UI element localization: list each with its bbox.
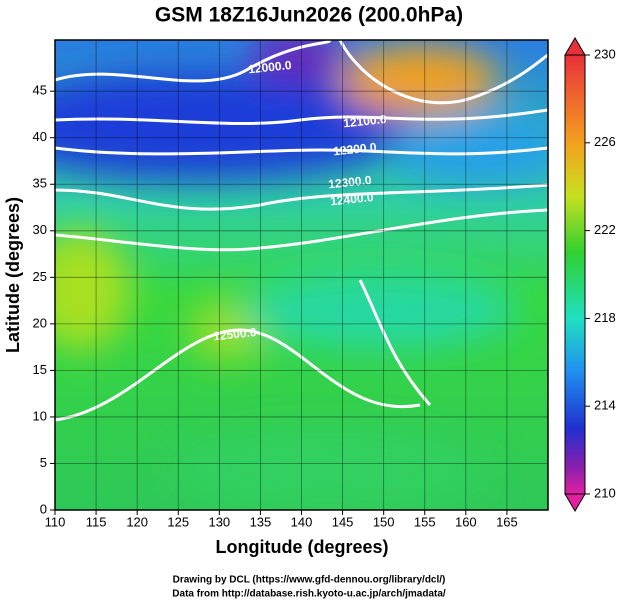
colorbar-tick-label: 210 [594, 485, 616, 500]
y-tick-label: 25 [33, 269, 47, 284]
y-tick-label: 45 [33, 83, 47, 98]
y-tick-label: 40 [33, 129, 47, 144]
x-tick-label: 150 [373, 514, 395, 529]
y-tick-label: 5 [40, 455, 47, 470]
colorbar [564, 54, 586, 495]
x-tick-label: 115 [86, 514, 107, 529]
contours [55, 40, 548, 422]
colorbar-tick-label: 230 [594, 46, 616, 61]
x-tick-label: 160 [455, 514, 477, 529]
contour-label: 12200.0 [333, 140, 378, 158]
contour-label: 12500.0 [213, 325, 258, 343]
x-tick-label: 165 [496, 514, 518, 529]
colorbar-tick-label: 226 [594, 134, 616, 149]
contour-label: 12300.0 [328, 173, 373, 191]
x-tick-label: 120 [126, 514, 148, 529]
colorbar-tick-label: 214 [594, 398, 616, 413]
y-tick-label: 35 [33, 176, 47, 191]
y-tick-label: 20 [33, 315, 47, 330]
colorbar-tick-label: 218 [594, 310, 616, 325]
y-tick-label: 0 [40, 501, 47, 516]
title: GSM 18Z16Jun2026 (200.0hPa) [155, 4, 463, 27]
credit: Data from http://database.rish.kyoto-u.a… [172, 589, 446, 600]
x-tick-label: 155 [414, 514, 436, 529]
colorbar-arrow-bottom [564, 493, 586, 512]
y-tick-label: 30 [33, 222, 47, 237]
credit: Drawing by DCL (https://www.gfd-dennou.o… [173, 575, 446, 586]
x-axis-label: Longitude (degrees) [215, 537, 388, 557]
x-tick-label: 145 [332, 514, 354, 529]
colorbar-tick-label: 222 [594, 222, 616, 237]
x-tick-label: 135 [250, 514, 272, 529]
x-tick-label: 140 [291, 514, 313, 529]
x-tick-label: 110 [45, 514, 66, 529]
x-tick-label: 130 [208, 514, 230, 529]
colorbar-arrow-top [564, 37, 586, 56]
contour-label: 12000.0 [248, 58, 293, 76]
y-tick-label: 10 [33, 408, 47, 423]
contour-label: 12100.0 [343, 112, 388, 130]
y-tick-label: 15 [33, 362, 47, 377]
contour-label: 12400.0 [330, 190, 375, 208]
map-field [55, 40, 548, 510]
y-axis-label: Latitude (degrees) [3, 197, 23, 353]
x-tick-label: 125 [167, 514, 189, 529]
